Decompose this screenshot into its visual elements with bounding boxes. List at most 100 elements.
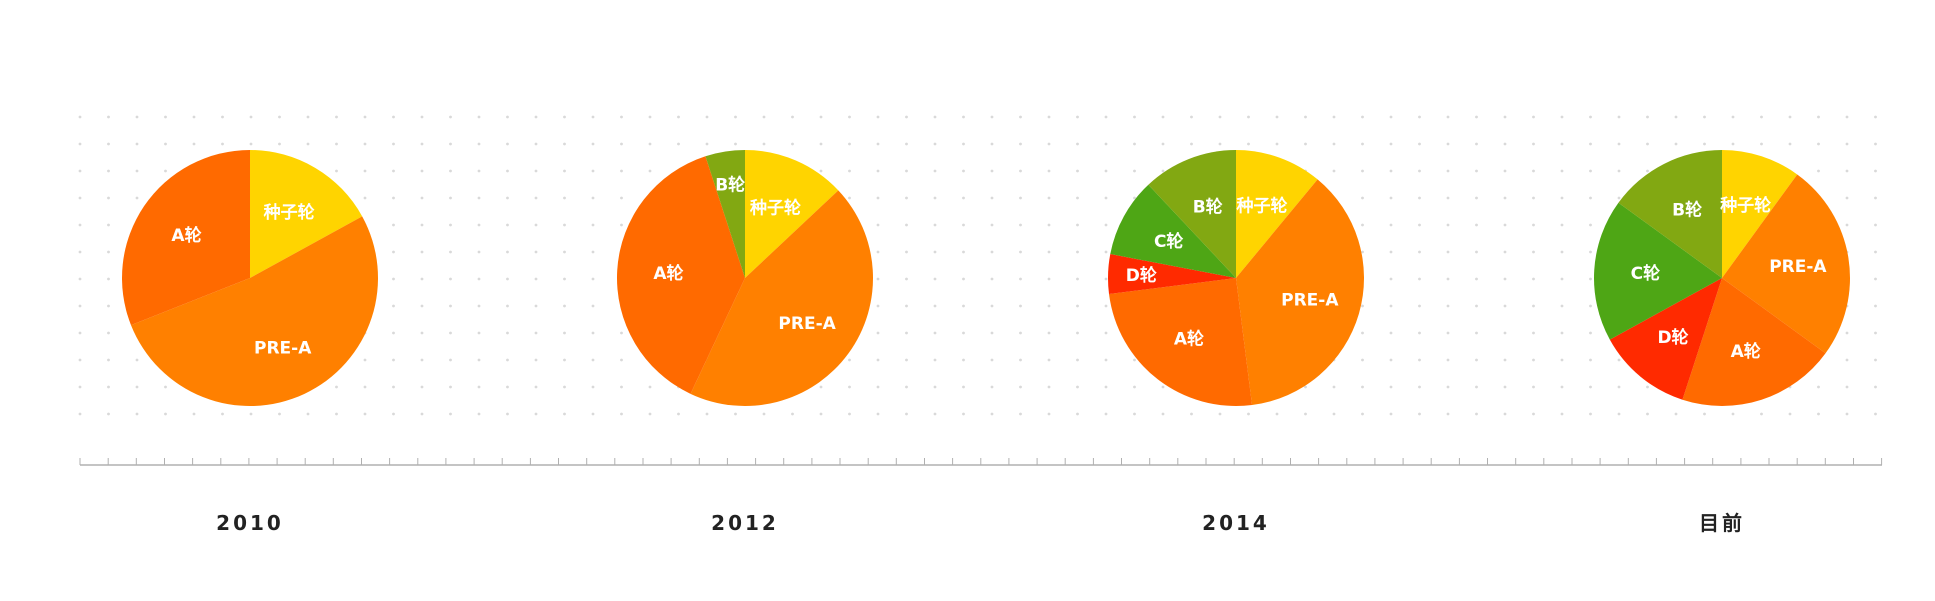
grid-dot bbox=[1874, 358, 1877, 362]
grid-dot bbox=[1076, 169, 1079, 173]
grid-dot bbox=[591, 385, 595, 389]
grid-dot bbox=[990, 142, 994, 146]
grid-dot bbox=[848, 196, 851, 200]
grid-dot bbox=[563, 358, 566, 362]
year-caption: 目前 bbox=[1699, 511, 1745, 535]
pie-chart: 种子轮 PRE-A A轮 D轮 C轮 B轮 bbox=[1594, 150, 1850, 407]
grid-dot bbox=[905, 223, 908, 227]
slice-label: B轮 bbox=[715, 174, 745, 195]
grid-dot bbox=[335, 385, 338, 389]
grid-dot bbox=[1361, 142, 1364, 146]
grid-dot bbox=[1019, 412, 1022, 416]
grid-dot bbox=[1076, 385, 1079, 389]
grid-dot bbox=[1133, 385, 1136, 389]
pie-slice bbox=[705, 150, 745, 278]
grid-dot bbox=[933, 142, 937, 146]
grid-dot bbox=[1817, 142, 1820, 146]
grid-dot bbox=[192, 115, 196, 119]
grid-dot bbox=[905, 250, 908, 254]
grid-dot bbox=[734, 142, 737, 146]
grid-dot bbox=[1361, 304, 1364, 308]
pie-slice bbox=[1682, 278, 1826, 407]
grid-dot bbox=[1446, 412, 1450, 416]
grid-dot bbox=[933, 277, 937, 281]
grid-dot bbox=[1532, 115, 1535, 119]
slice-label: 种子轮 bbox=[263, 202, 315, 223]
grid-dot bbox=[107, 277, 110, 281]
grid-dot bbox=[1104, 358, 1108, 362]
grid-dot bbox=[449, 250, 452, 254]
grid-dot bbox=[1446, 331, 1450, 335]
grid-dot bbox=[1190, 412, 1193, 416]
grid-dot bbox=[420, 115, 424, 119]
grid-dot bbox=[1104, 196, 1108, 200]
grid-dot bbox=[1361, 223, 1364, 227]
grid-dot bbox=[278, 142, 281, 146]
grid-dot bbox=[392, 142, 395, 146]
grid-dot bbox=[1788, 142, 1792, 146]
slice-label: PRE-A bbox=[254, 339, 312, 359]
grid-dot bbox=[335, 142, 338, 146]
grid-dot bbox=[477, 169, 481, 173]
grid-dot bbox=[135, 115, 139, 119]
grid-dot bbox=[392, 115, 395, 119]
grid-dot bbox=[1646, 169, 1649, 173]
grid-dot bbox=[107, 385, 110, 389]
grid-dot bbox=[1019, 250, 1022, 254]
grid-dot bbox=[1589, 412, 1592, 416]
grid-dot bbox=[392, 331, 395, 335]
grid-dot bbox=[1076, 142, 1079, 146]
grid-dot bbox=[1446, 277, 1450, 281]
grid-dot bbox=[1503, 385, 1507, 389]
pie-slice bbox=[250, 149, 363, 278]
grid-dot bbox=[1532, 331, 1535, 335]
grid-dot bbox=[477, 223, 481, 227]
slice-label: A轮 bbox=[653, 263, 683, 284]
grid-dot bbox=[1560, 385, 1564, 389]
grid-dot bbox=[1475, 412, 1478, 416]
grid-dot bbox=[107, 250, 110, 254]
slice-label: 种子轮 bbox=[1719, 195, 1771, 216]
grid-dot bbox=[1047, 223, 1051, 227]
grid-dot bbox=[933, 385, 937, 389]
grid-dot bbox=[563, 223, 566, 227]
slice-label: A轮 bbox=[1174, 329, 1204, 350]
grid-dot bbox=[1389, 196, 1393, 200]
grid-dot bbox=[1389, 142, 1393, 146]
grid-dot bbox=[449, 169, 452, 173]
grid-dot bbox=[107, 412, 110, 416]
slice-label: A轮 bbox=[1731, 341, 1761, 362]
grid-dot bbox=[591, 358, 595, 362]
grid-dot bbox=[962, 196, 965, 200]
grid-dot bbox=[1817, 115, 1820, 119]
grid-dot bbox=[905, 169, 908, 173]
grid-dot bbox=[1133, 142, 1136, 146]
grid-dot bbox=[278, 412, 281, 416]
grid-dot bbox=[1560, 115, 1564, 119]
pie-slice bbox=[1722, 150, 1798, 278]
grid-dot bbox=[1589, 115, 1592, 119]
grid-dot bbox=[1047, 196, 1051, 200]
grid-dot bbox=[563, 196, 566, 200]
grid-dot bbox=[534, 169, 538, 173]
grid-dot bbox=[876, 331, 880, 335]
grid-dot bbox=[905, 331, 908, 335]
grid-dot bbox=[420, 412, 424, 416]
grid-dot bbox=[1019, 385, 1022, 389]
grid-dot bbox=[705, 115, 709, 119]
grid-dot bbox=[1503, 358, 1507, 362]
grid-dot bbox=[848, 412, 851, 416]
grid-dot bbox=[1418, 223, 1421, 227]
grid-dot bbox=[819, 169, 823, 173]
grid-dot bbox=[1646, 412, 1649, 416]
grid-dot bbox=[1589, 196, 1592, 200]
grid-dot bbox=[477, 385, 481, 389]
grid-dot bbox=[1475, 169, 1478, 173]
grid-dot bbox=[1076, 304, 1079, 308]
grid-dot bbox=[506, 196, 509, 200]
grid-dot bbox=[420, 250, 424, 254]
grid-dot bbox=[164, 142, 167, 146]
grid-dot bbox=[78, 304, 82, 308]
grid-dot bbox=[107, 115, 110, 119]
grid-dot bbox=[1104, 331, 1108, 335]
